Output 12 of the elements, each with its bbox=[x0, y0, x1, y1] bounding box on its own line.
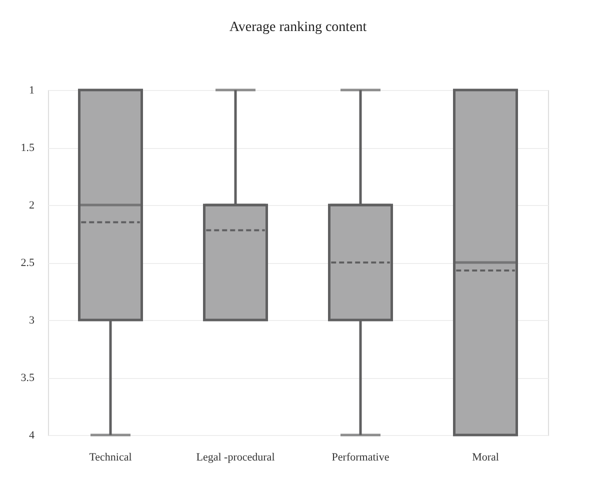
y-tick-label: 3 bbox=[29, 314, 35, 326]
x-tick-label: Moral bbox=[472, 452, 499, 464]
y-tick-label: 1.5 bbox=[20, 142, 35, 154]
y-tick-label: 2 bbox=[29, 200, 34, 212]
x-tick-label: Technical bbox=[89, 452, 132, 464]
x-tick-label: Legal -procedural bbox=[196, 452, 275, 464]
x-tick-label: Performative bbox=[332, 452, 390, 464]
y-tick-label: 3.5 bbox=[20, 372, 35, 384]
y-tick-label: 1 bbox=[29, 84, 34, 96]
chart-title: Average ranking content bbox=[229, 20, 367, 35]
y-tick-label: 2.5 bbox=[20, 257, 35, 269]
y-tick-label: 4 bbox=[29, 430, 35, 442]
